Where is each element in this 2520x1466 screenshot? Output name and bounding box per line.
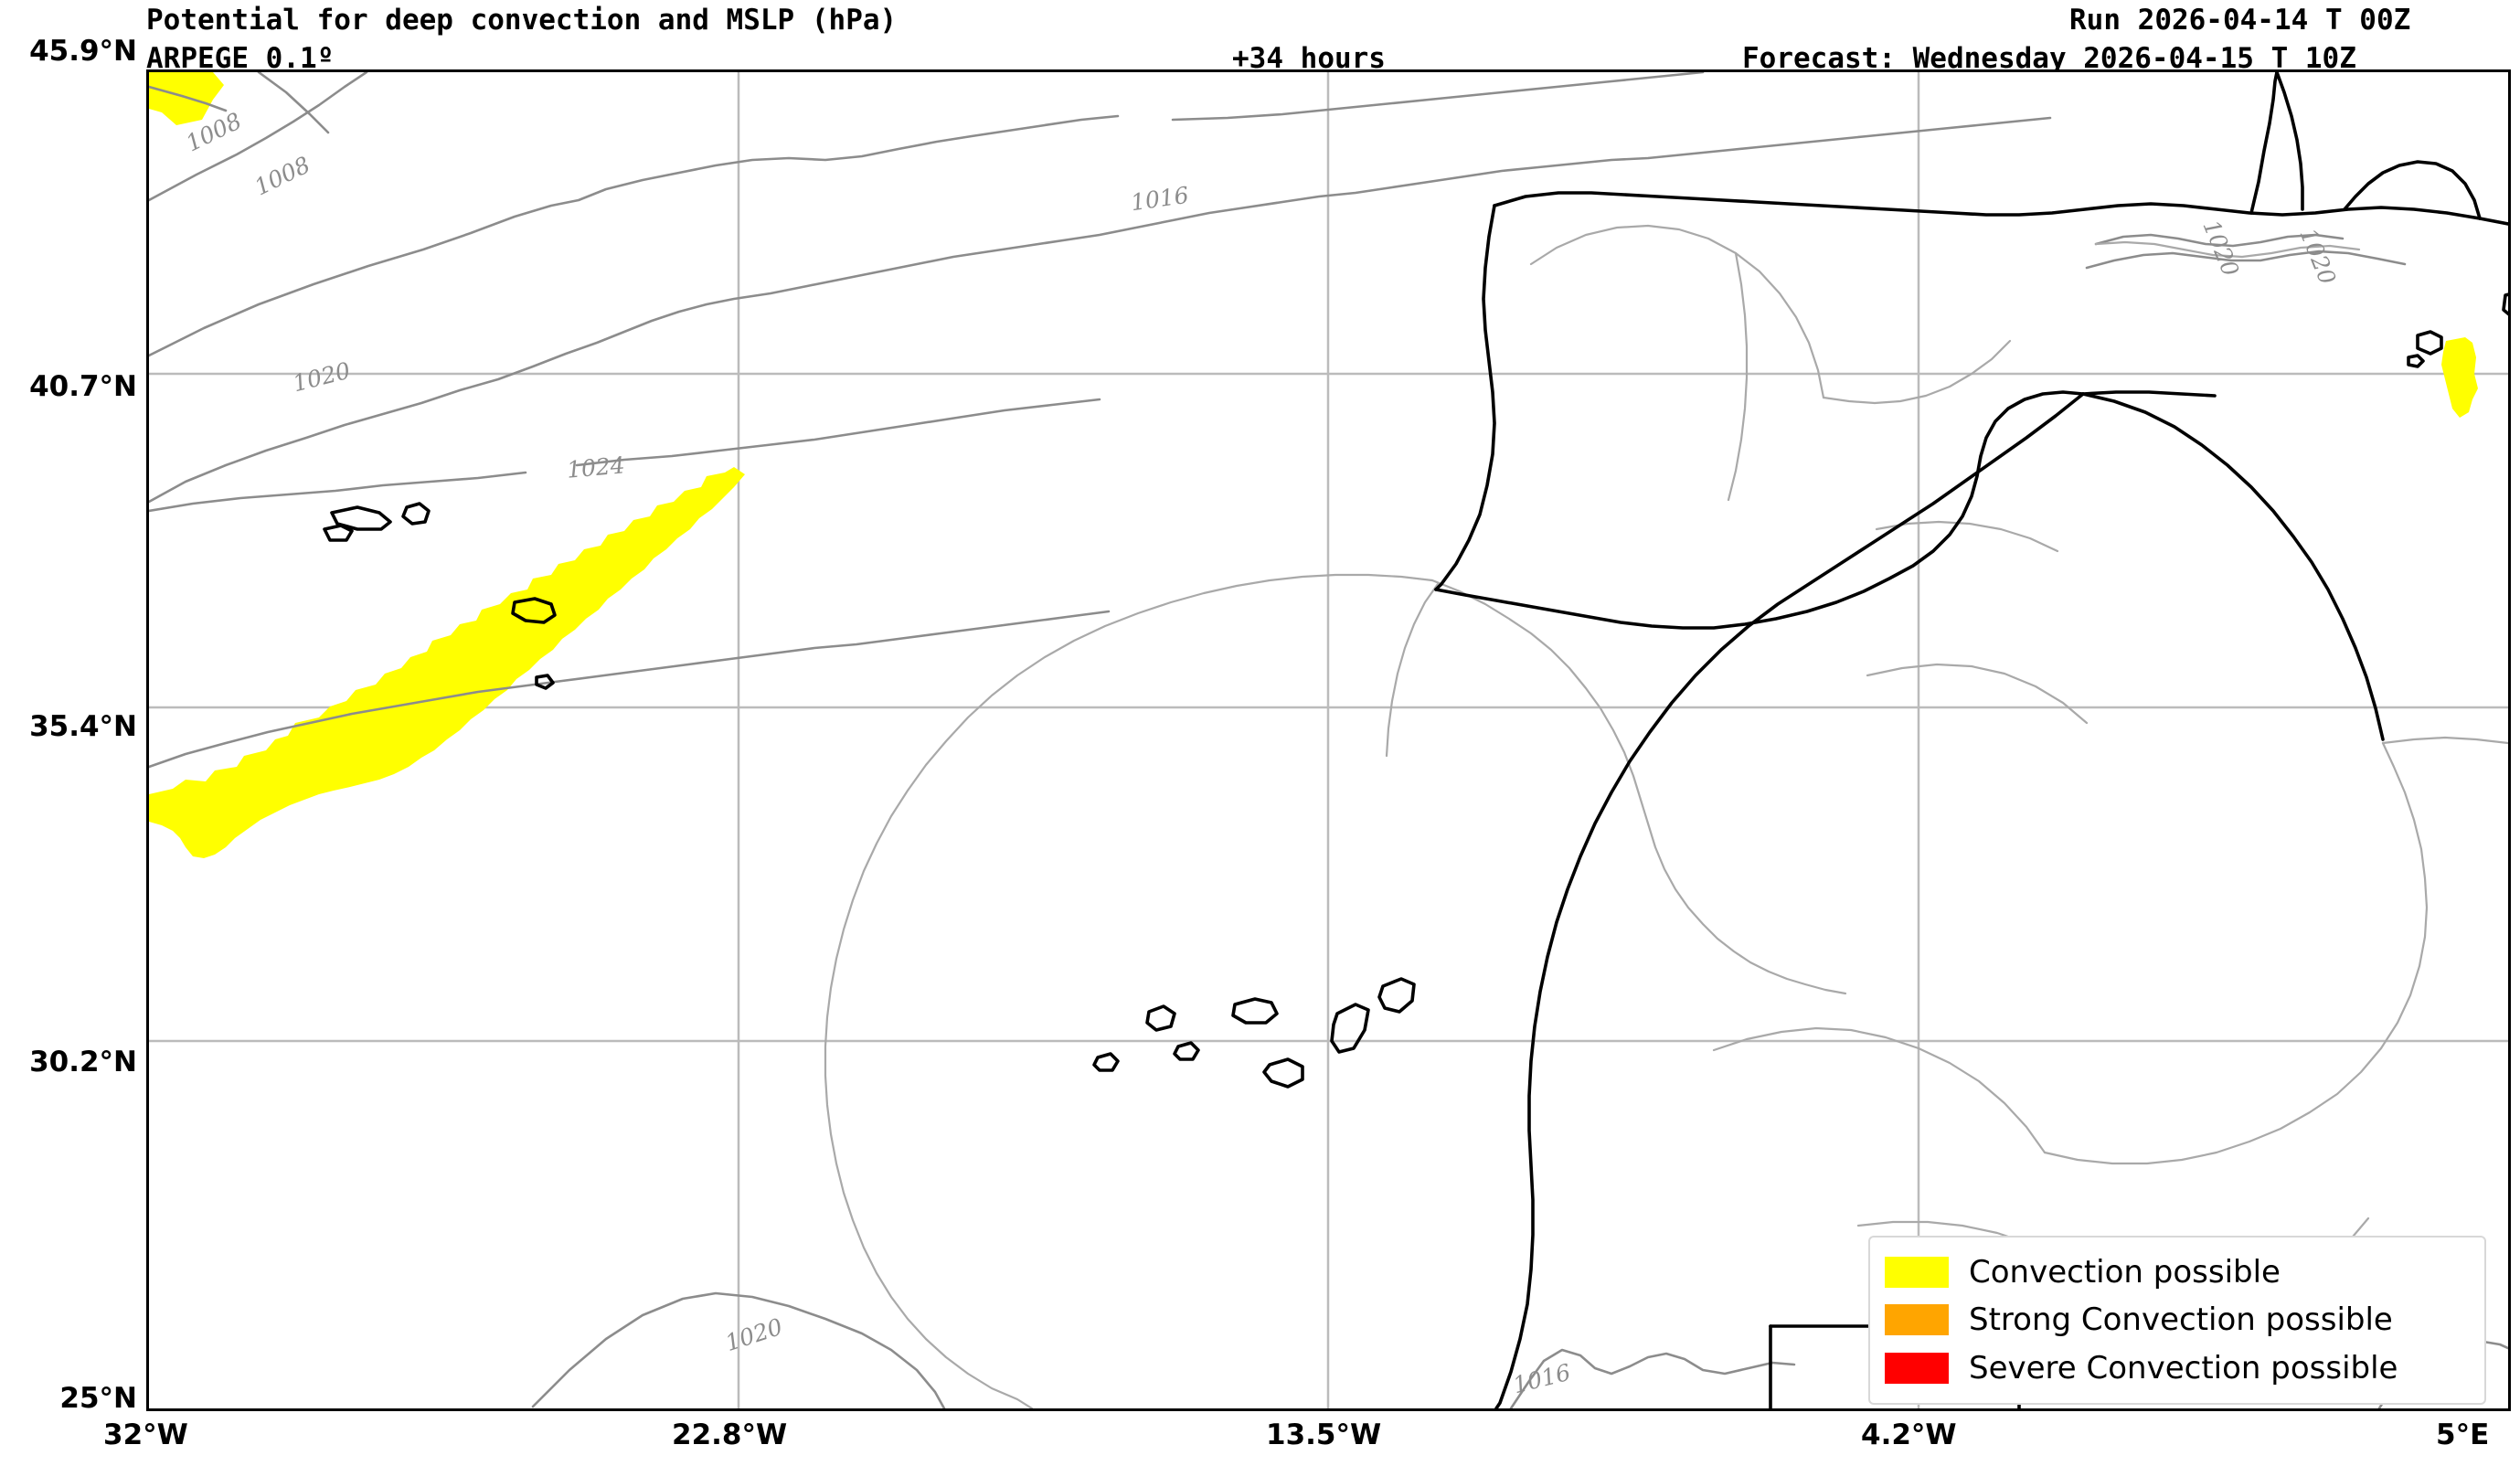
island-desertas bbox=[401, 502, 431, 526]
coast-pyrenees-north bbox=[2343, 160, 2482, 220]
y-axis-tick-25: 25°N bbox=[59, 1382, 137, 1415]
island-small-1 bbox=[535, 674, 555, 690]
y-axis-tick-35: 35.4°N bbox=[29, 710, 137, 743]
x-axis-tick-135w: 13.5°W bbox=[1266, 1418, 1382, 1451]
graticule-grid bbox=[149, 72, 2508, 1408]
convection-area-east bbox=[2441, 337, 2478, 418]
inland-sahara-b bbox=[2381, 736, 2508, 745]
island-gran-canaria bbox=[1262, 1057, 1304, 1089]
legend-label: Strong Convection possible bbox=[1969, 1301, 2393, 1339]
isobar-1008-c bbox=[149, 72, 368, 202]
isobar-1016-bottom bbox=[1509, 1348, 1796, 1408]
inland-iberia-a bbox=[1529, 224, 1825, 399]
coast-morocco-med bbox=[2081, 390, 2217, 398]
legend-label: Convection possible bbox=[1969, 1254, 2281, 1291]
isobar-1008-b bbox=[257, 72, 330, 134]
coast-portugal-west bbox=[1434, 204, 1496, 591]
island-selvagens bbox=[511, 597, 557, 624]
coast-nw-africa bbox=[824, 573, 1434, 1408]
coastline-major bbox=[323, 72, 2508, 1408]
coast-iberia bbox=[1493, 191, 2508, 226]
inland-sahara-a bbox=[2043, 741, 2429, 1165]
isobar-1024 bbox=[149, 471, 527, 513]
inland-sw-iberia bbox=[1385, 582, 1440, 758]
x-axis-tick-228w: 22.8°W bbox=[672, 1418, 788, 1451]
coast-spain-east bbox=[2081, 392, 2385, 741]
convection-area-atlantic bbox=[149, 467, 745, 858]
island-la-gomera bbox=[1173, 1041, 1200, 1061]
convection-area-nw bbox=[149, 72, 224, 125]
y-axis-tick-30: 30.2°N bbox=[29, 1046, 137, 1078]
island-formentera bbox=[2407, 354, 2425, 368]
legend-swatch-yellow bbox=[1885, 1257, 1949, 1289]
island-el-hierro bbox=[1092, 1052, 1120, 1072]
run-label: Run 2026-04-14 T 00Z bbox=[2069, 4, 2411, 37]
island-la-palma bbox=[1145, 1004, 1176, 1032]
page-title: Potential for deep convection and MSLP (… bbox=[146, 4, 898, 37]
inland-iberia-c bbox=[1727, 251, 1749, 502]
x-axis-tick-32w: 32°W bbox=[103, 1418, 188, 1451]
isobar-1024-b bbox=[575, 398, 1101, 467]
mslp-isobars bbox=[149, 72, 2508, 1408]
legend-swatch-orange bbox=[1885, 1304, 1949, 1336]
isobar-1016 bbox=[149, 114, 1120, 357]
coast-iberia-south bbox=[1434, 390, 2085, 630]
map-plot-area[interactable]: 1008 1008 1016 1020 1024 1020 1020 1020 … bbox=[146, 69, 2511, 1411]
isobar-1020-lower bbox=[149, 610, 1111, 769]
inland-spain-south bbox=[1866, 663, 2089, 725]
inland-ne-spain bbox=[2094, 240, 2361, 259]
x-axis-tick-42w: 4.2°W bbox=[1861, 1418, 1957, 1451]
legend-swatch-red bbox=[1885, 1352, 1949, 1384]
coastline-minor bbox=[824, 224, 2508, 1408]
coast-africa-atlantic bbox=[1430, 579, 1847, 995]
island-fuerteventura bbox=[1330, 1003, 1370, 1054]
isobar-1020 bbox=[149, 116, 2052, 504]
legend-item-convection: Convection possible bbox=[1885, 1251, 2470, 1293]
inland-spain-2 bbox=[1875, 520, 2059, 553]
y-axis-tick-45: 45.9°N bbox=[29, 35, 137, 68]
isobar-1016-right bbox=[1171, 72, 1705, 122]
island-mallorca bbox=[2502, 292, 2508, 316]
x-axis-tick-5e: 5°E bbox=[2436, 1418, 2490, 1451]
inland-morocco-atlas bbox=[1712, 1026, 2047, 1154]
island-ibiza bbox=[2416, 330, 2443, 356]
y-axis-tick-40: 40.7°N bbox=[29, 370, 137, 403]
island-tenerife bbox=[1231, 997, 1279, 1025]
map-canvas bbox=[149, 72, 2508, 1408]
isobar-1008-a bbox=[149, 85, 228, 112]
inland-iberia-b bbox=[1822, 339, 2012, 405]
legend: Convection possible Strong Convection po… bbox=[1868, 1236, 2486, 1405]
isobar-1020-spain-b bbox=[2085, 250, 2407, 270]
island-porto-santo bbox=[323, 524, 354, 542]
isobar-1020-bottom bbox=[531, 1291, 946, 1408]
legend-item-severe-convection: Severe Convection possible bbox=[1885, 1347, 2470, 1389]
coast-france-spike bbox=[2249, 72, 2279, 215]
legend-item-strong-convection: Strong Convection possible bbox=[1885, 1299, 2470, 1341]
coast-france-spike-b bbox=[2275, 72, 2304, 211]
isobar-1020-spain-a bbox=[2094, 233, 2345, 248]
coast-morocco-atlantic bbox=[1494, 392, 2085, 1408]
convection-shading-layer bbox=[149, 72, 2478, 858]
legend-label: Severe Convection possible bbox=[1969, 1349, 2398, 1386]
island-lanzarote bbox=[1377, 977, 1416, 1014]
